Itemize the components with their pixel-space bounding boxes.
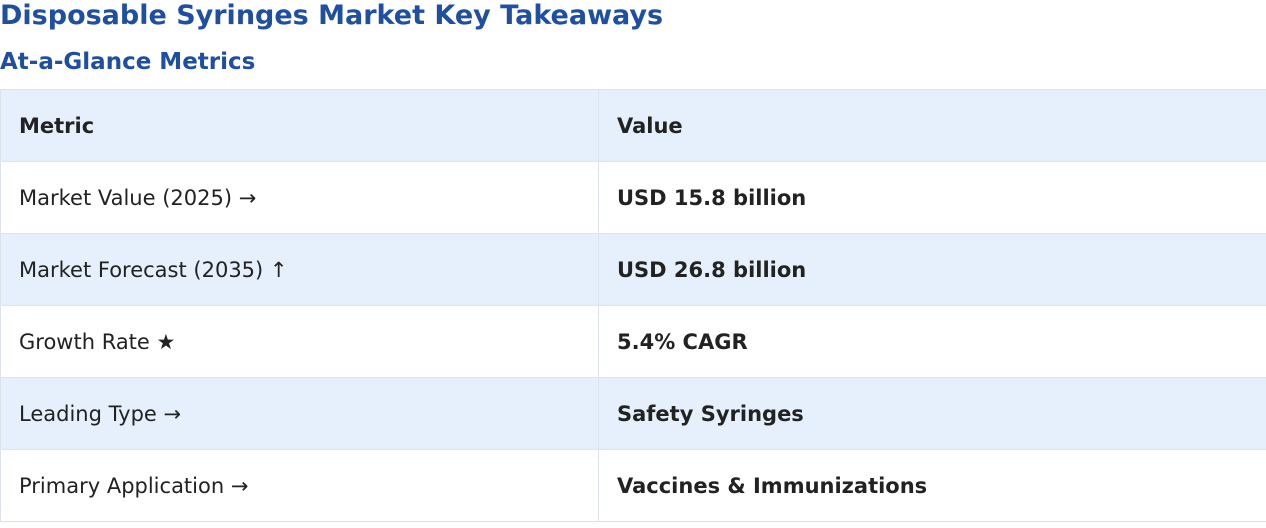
table-row: Market Value (2025) → USD 15.8 billion xyxy=(0,161,1266,234)
column-header-metric: Metric xyxy=(0,89,599,162)
metric-cell: Leading Type → xyxy=(0,377,599,450)
value-cell: 5.4% CAGR xyxy=(598,305,1266,378)
page-title: Disposable Syringes Market Key Takeaways xyxy=(0,0,664,31)
metric-cell: Primary Application → xyxy=(0,449,599,522)
table-row: Market Forecast (2035) ↑ USD 26.8 billio… xyxy=(0,233,1266,306)
section-title: At-a-Glance Metrics xyxy=(0,49,256,75)
table-row: Primary Application → Vaccines & Immuniz… xyxy=(0,449,1266,522)
value-cell: USD 15.8 billion xyxy=(598,161,1266,234)
column-header-value: Value xyxy=(598,89,1266,162)
metric-cell: Growth Rate ★ xyxy=(0,305,599,378)
table-row: Leading Type → Safety Syringes xyxy=(0,377,1266,450)
table-row: Growth Rate ★ 5.4% CAGR xyxy=(0,305,1266,378)
value-cell: Vaccines & Immunizations xyxy=(598,449,1266,522)
value-cell: USD 26.8 billion xyxy=(598,233,1266,306)
value-cell: Safety Syringes xyxy=(598,377,1266,450)
metric-cell: Market Value (2025) → xyxy=(0,161,599,234)
metrics-table: Metric Value Market Value (2025) → USD 1… xyxy=(0,89,1266,522)
metric-cell: Market Forecast (2035) ↑ xyxy=(0,233,599,306)
table-header-row: Metric Value xyxy=(0,89,1266,162)
